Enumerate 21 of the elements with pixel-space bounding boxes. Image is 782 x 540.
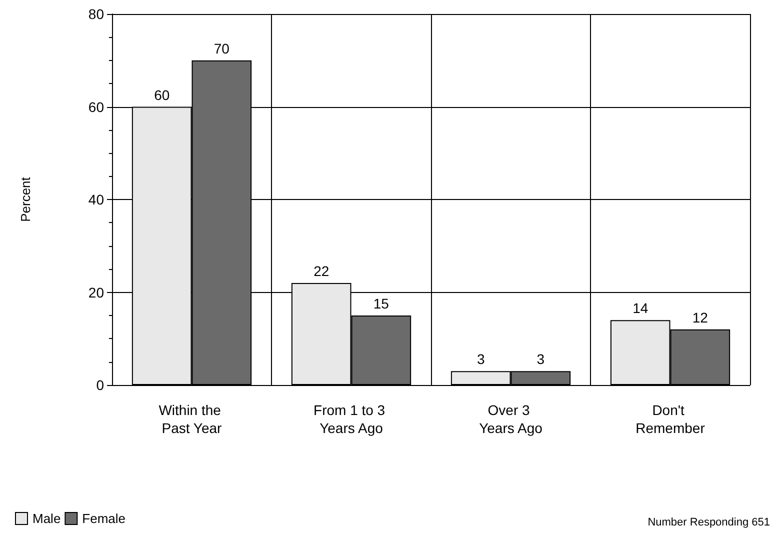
y-tick-label: 20: [88, 284, 104, 300]
x-tick-label: Don't Remember: [636, 402, 706, 436]
data-label: 14: [632, 300, 648, 316]
legend-label: Male: [32, 511, 61, 526]
y-tick-label: 80: [88, 6, 104, 22]
y-tick-label: 60: [88, 98, 104, 115]
data-label: 12: [692, 309, 708, 326]
data-label: 3: [536, 351, 545, 368]
data-label: 22: [314, 262, 330, 279]
data-label: 3: [476, 351, 485, 368]
legend-label: Female: [82, 511, 126, 526]
data-label: 60: [154, 86, 170, 103]
data-label: 70: [214, 40, 230, 56]
x-tick-label: From 1 to 3 Years Ago: [314, 402, 389, 436]
y-axis-title: Percent: [18, 176, 33, 222]
data-label: 15: [373, 295, 390, 312]
y-tick-label: 40: [88, 192, 104, 208]
x-tick-label: Within the Past Year: [158, 402, 225, 436]
x-tick-label: Over 3 Years Ago: [479, 402, 543, 436]
text: Number Responding 651: [648, 516, 770, 528]
y-tick-label: 0: [96, 377, 104, 393]
